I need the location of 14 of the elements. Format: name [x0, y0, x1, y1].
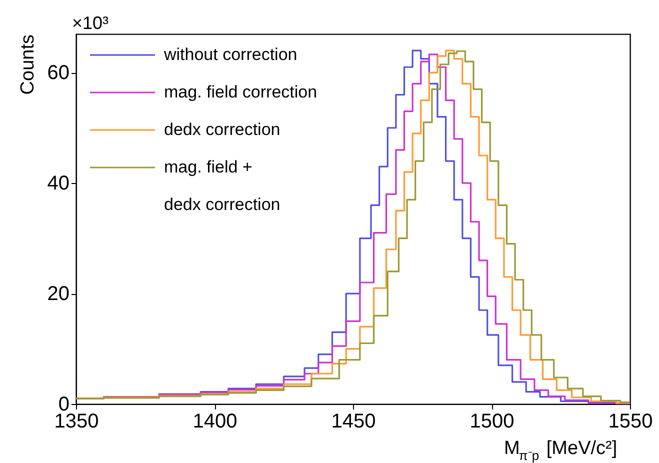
- x-tick-label: 1350: [54, 410, 99, 432]
- text: ×10³: [72, 13, 109, 33]
- y-axis-title: Counts: [17, 34, 38, 95]
- x-tick-label: 1400: [192, 410, 238, 432]
- x-tick-label: 1500: [470, 410, 514, 432]
- x-tick-label: 1550: [608, 410, 653, 432]
- x-tick-label: 1450: [331, 410, 376, 432]
- y-tick-label: 40: [47, 172, 70, 195]
- legend-label: mag. field correction: [164, 82, 318, 102]
- legend-label: without correction: [163, 45, 298, 64]
- legend-label: mag. field + dedx correction: [164, 158, 280, 214]
- legend-label: dedx correction: [164, 120, 280, 139]
- y-tick-label: 20: [47, 283, 70, 306]
- y-tick-label: 60: [47, 62, 70, 84]
